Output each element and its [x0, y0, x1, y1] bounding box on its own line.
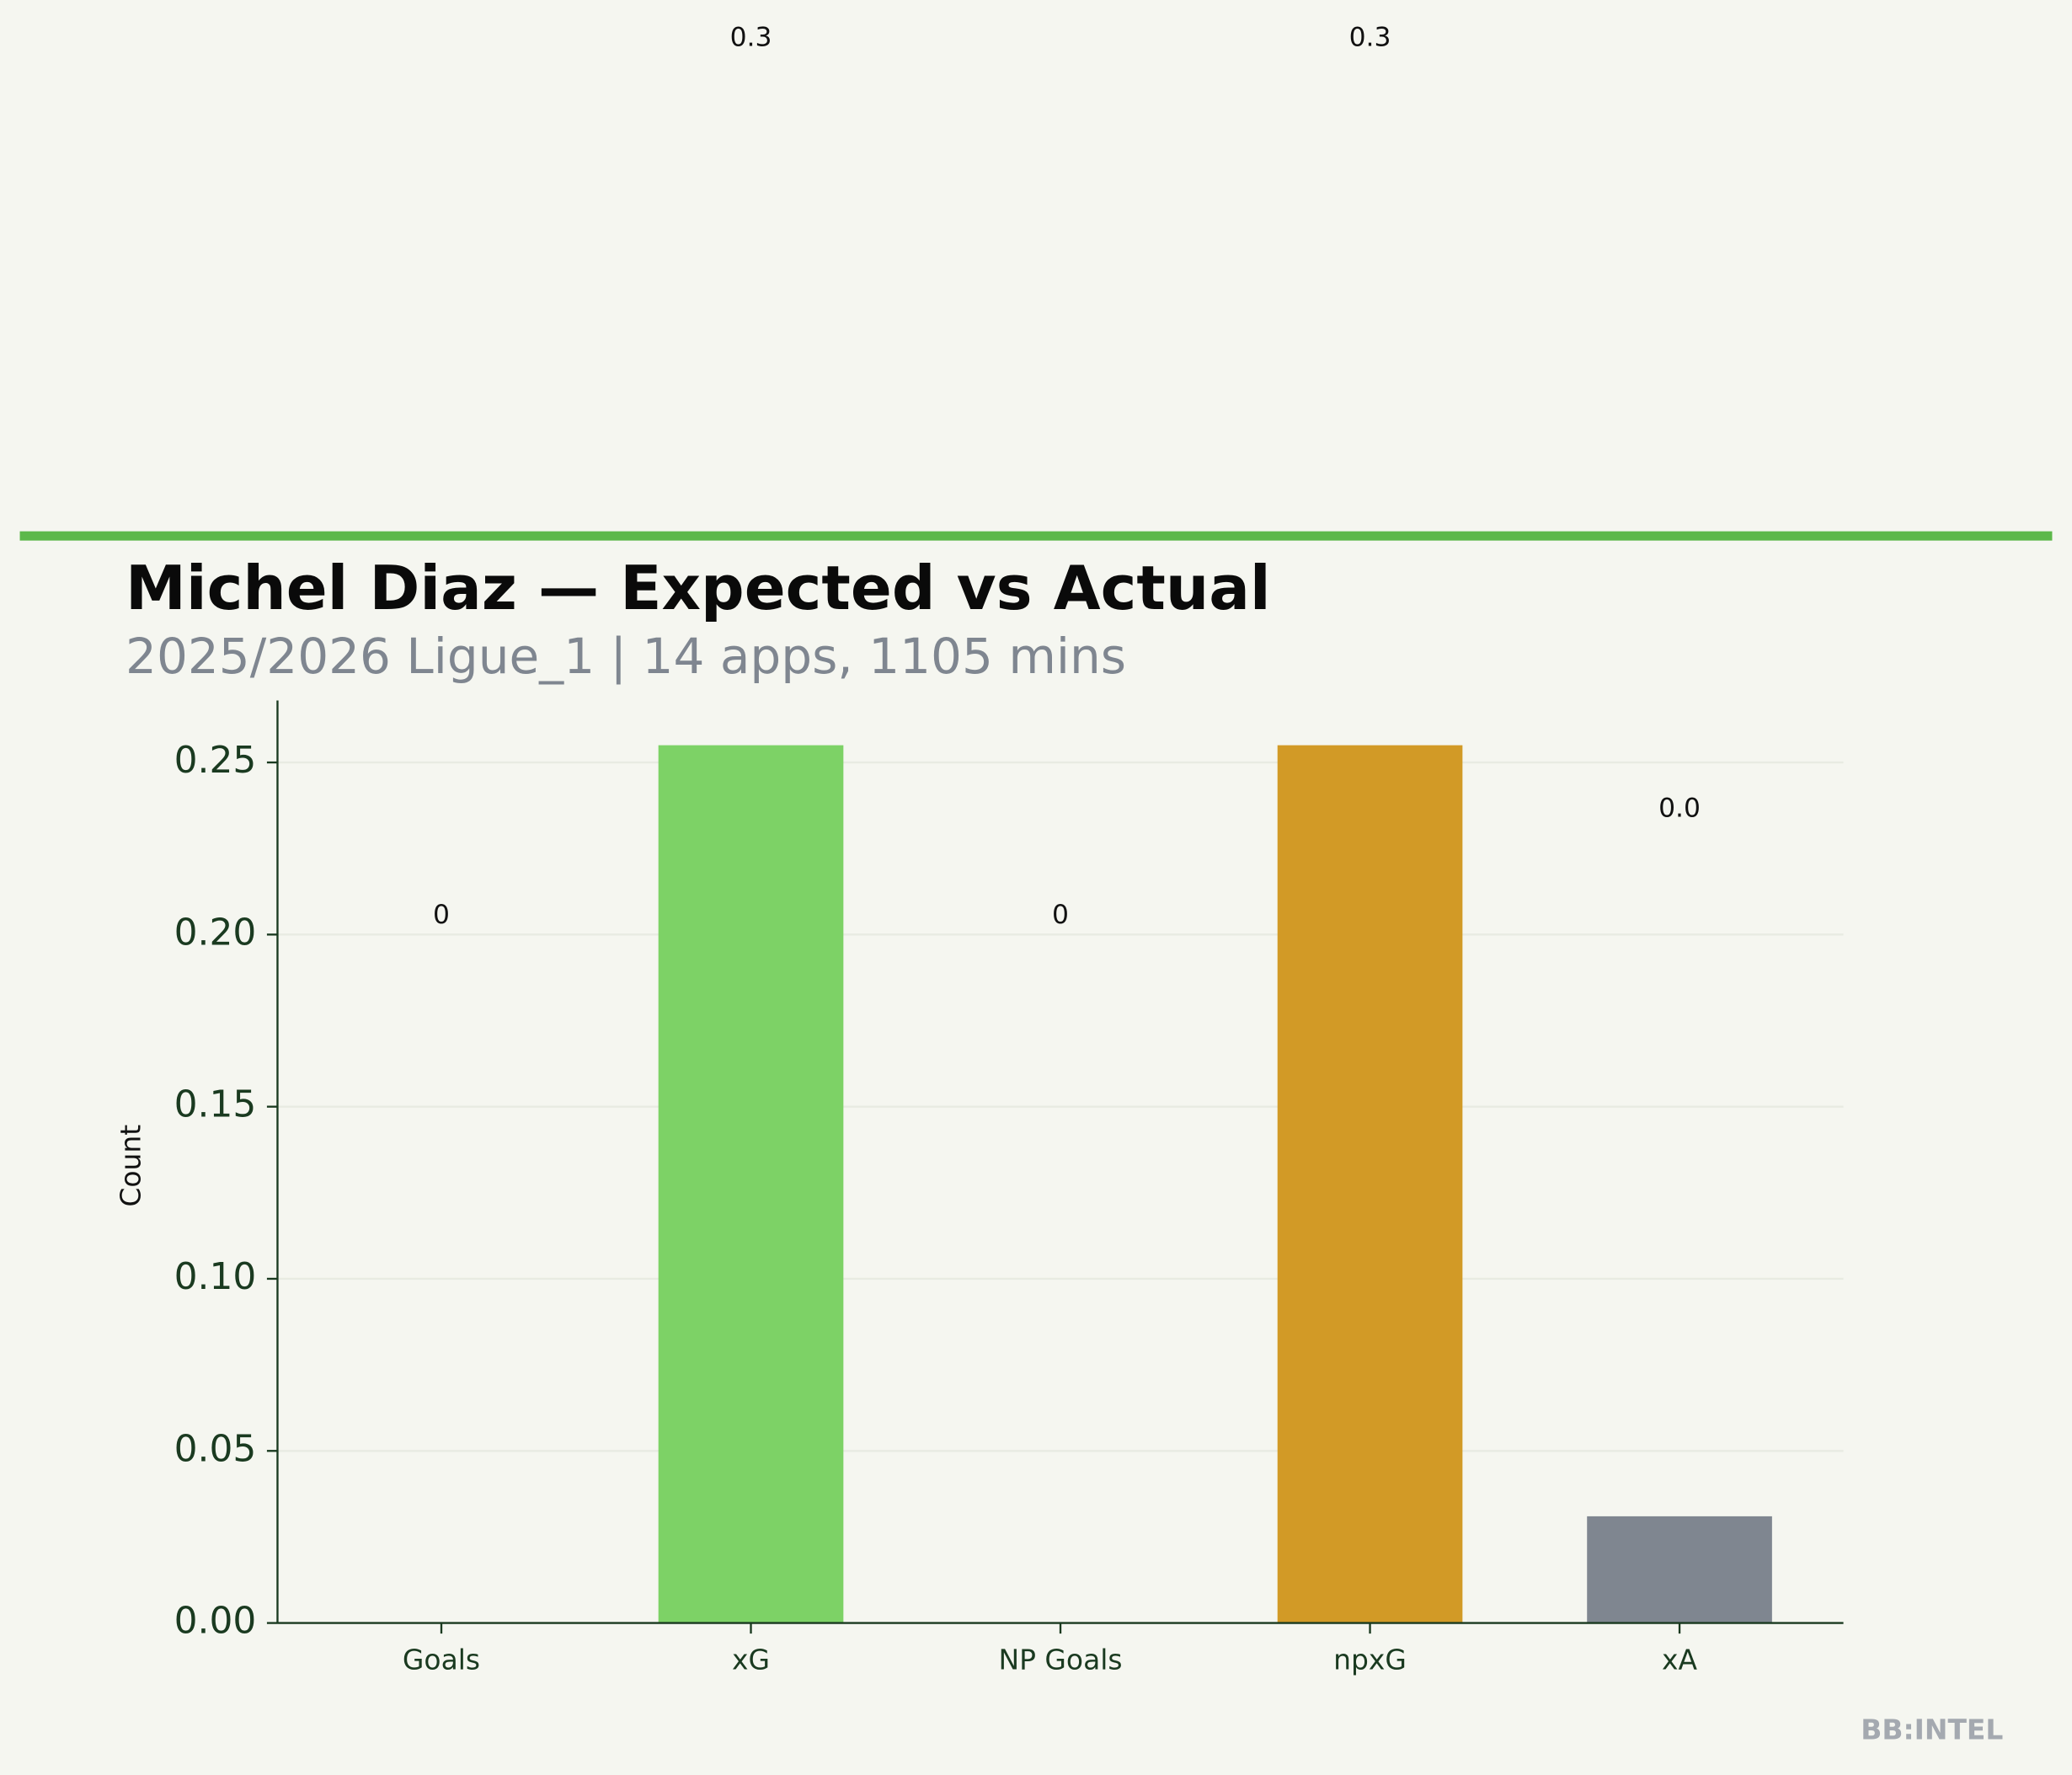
y-tick-label: 0.00 — [174, 1600, 257, 1643]
value-label: 0 — [1052, 900, 1069, 930]
value-label: 0.0 — [1658, 794, 1701, 824]
value-label: 0.3 — [730, 22, 772, 52]
y-tick-label: 0.05 — [174, 1427, 257, 1470]
x-tick-label: xG — [732, 1644, 770, 1676]
y-tick-label: 0.20 — [174, 911, 257, 954]
bar — [1587, 1516, 1772, 1623]
watermark: BB:INTEL — [1861, 1714, 2003, 1746]
x-tick-label: npxG — [1333, 1644, 1407, 1676]
bar — [658, 745, 844, 1623]
x-tick-label: Goals — [403, 1644, 480, 1676]
x-tick-label: NP Goals — [998, 1644, 1122, 1676]
chart-title: Michel Diaz — Expected vs Actual — [125, 553, 1271, 624]
value-label: 0 — [433, 900, 450, 930]
y-tick-label: 0.15 — [174, 1083, 257, 1126]
bar — [1277, 745, 1463, 1623]
y-axis-label: Count — [114, 1125, 147, 1207]
y-tick-label: 0.25 — [174, 739, 257, 782]
value-label: 0.3 — [1349, 22, 1391, 52]
y-tick-label: 0.10 — [174, 1255, 257, 1298]
x-tick-label: xA — [1662, 1644, 1697, 1676]
accent-rule — [19, 531, 2053, 541]
chart-subtitle: 2025/2026 Ligue_1 | 14 apps, 1105 mins — [125, 628, 1126, 685]
